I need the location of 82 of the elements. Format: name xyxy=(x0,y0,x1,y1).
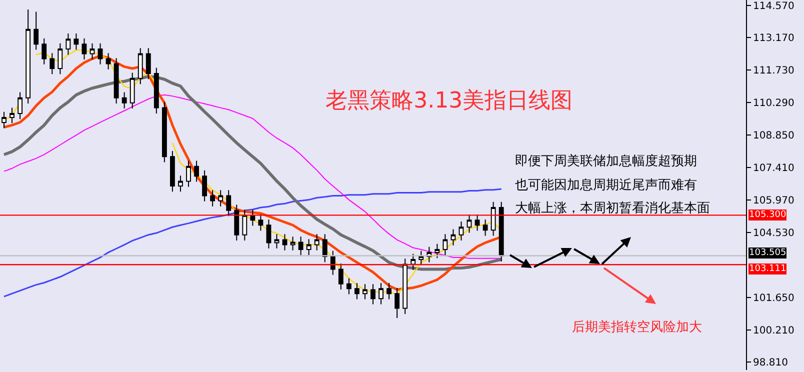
candlestick xyxy=(10,107,14,124)
text: 后期美指转空风险加大 xyxy=(572,319,702,335)
ref-line-label: 105.300 xyxy=(749,210,786,220)
candlestick xyxy=(122,92,127,109)
candlestick xyxy=(362,284,368,300)
candlestick xyxy=(178,175,183,192)
candlestick xyxy=(66,32,71,56)
candlestick xyxy=(18,92,23,120)
text: 即便下周美联储加息幅度超预期 xyxy=(515,153,697,169)
candlestick xyxy=(434,243,440,259)
candlestick xyxy=(282,234,288,251)
candlestick xyxy=(210,190,216,207)
candlestick xyxy=(418,250,424,266)
candlestick xyxy=(50,52,55,75)
candlestick xyxy=(442,234,448,256)
candlestick xyxy=(290,236,296,251)
candlestick xyxy=(74,32,79,50)
candlestick xyxy=(138,48,143,85)
candlestick xyxy=(274,234,280,249)
candlestick xyxy=(130,72,135,109)
y-tick-label: 105.970 xyxy=(753,196,794,207)
candlestick xyxy=(386,282,392,300)
candlestick xyxy=(106,52,111,70)
y-tick-label: 114.570 xyxy=(753,1,794,12)
y-tick-label: 110.290 xyxy=(753,98,794,109)
candlestick xyxy=(202,170,208,202)
candlestick xyxy=(162,102,167,163)
candlestick xyxy=(258,214,264,232)
candlestick xyxy=(2,111,6,129)
candlestick xyxy=(402,258,408,314)
candlestick xyxy=(410,253,416,270)
candlestick xyxy=(170,150,175,192)
ref-line-label: 103.111 xyxy=(749,264,786,274)
y-tick-label: 100.210 xyxy=(753,326,794,337)
candlestick xyxy=(146,48,151,80)
text: 也可能因加息周期近尾声而难有 xyxy=(515,178,697,193)
y-tick-label: 104.530 xyxy=(753,228,794,240)
candlestick xyxy=(234,204,240,241)
candlestick xyxy=(498,201,504,262)
candlestick xyxy=(322,234,328,263)
text: 大幅上涨，本周初暂看消化基本面 xyxy=(515,201,710,216)
y-tick-label: 111.730 xyxy=(753,65,794,76)
ref-line-label: 103.505 xyxy=(749,248,786,258)
candlestick xyxy=(306,238,312,256)
candlestick xyxy=(474,214,480,232)
candlestick xyxy=(226,190,232,217)
candlestick xyxy=(250,209,256,226)
candlestick xyxy=(298,236,304,256)
candlestick xyxy=(330,250,336,276)
y-tick-label: 113.170 xyxy=(753,32,794,44)
candlestick xyxy=(354,282,360,300)
line-series xyxy=(3,188,502,298)
candlestick xyxy=(378,282,384,305)
text: 老黑策略3.13美指日线图 xyxy=(326,88,573,114)
y-tick-label: 107.410 xyxy=(753,162,794,174)
candlestick xyxy=(98,42,103,65)
candlestick xyxy=(370,284,376,305)
candlestick xyxy=(58,42,63,75)
candlestick xyxy=(34,11,39,50)
candlestick xyxy=(266,218,272,249)
y-tick-label: 101.650 xyxy=(753,293,794,304)
candlestick xyxy=(114,58,119,104)
candlestick xyxy=(466,214,472,234)
candlestick xyxy=(458,221,464,241)
candlestick xyxy=(186,160,191,188)
candlestick xyxy=(194,160,199,182)
candlestick xyxy=(242,209,248,241)
candlestick xyxy=(154,67,159,114)
candlestick xyxy=(26,8,31,104)
candlestick xyxy=(338,263,344,290)
candlestick xyxy=(314,234,320,251)
y-tick-label: 108.850 xyxy=(753,130,794,142)
candlestick xyxy=(346,278,352,295)
candlestick xyxy=(42,38,47,65)
candlestick xyxy=(450,228,456,246)
candlestick xyxy=(82,38,87,60)
candlestick xyxy=(490,201,496,236)
y-tick-label: 98.810 xyxy=(753,357,788,368)
candlestick xyxy=(218,190,224,207)
candlestick xyxy=(90,42,95,60)
candlestick xyxy=(482,218,488,236)
candlestick xyxy=(394,287,400,319)
